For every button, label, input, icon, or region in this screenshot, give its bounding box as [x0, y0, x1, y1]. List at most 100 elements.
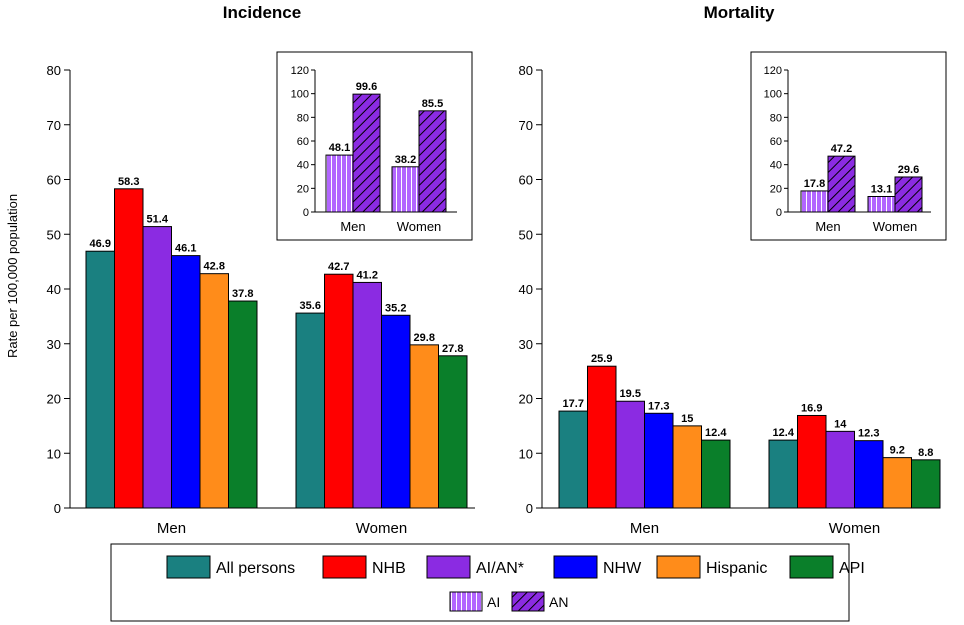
legend-label-an: AN — [549, 594, 568, 610]
bar-men-nhw — [171, 255, 201, 509]
legend-label-nhw: NHW — [603, 560, 642, 577]
inset-bar-men-an — [352, 93, 381, 213]
data-label-men-nhw: 46.1 — [175, 243, 196, 255]
legend: All persons NHB AI/AN* NHW Hispanic API AI AN — [110, 543, 865, 622]
data-label-women-ai-an: 41.2 — [357, 269, 378, 281]
bar-women-all-persons — [295, 312, 325, 509]
inset-y-tick-label: 60 — [297, 136, 309, 148]
legend-swatch-nhw — [553, 555, 598, 579]
inset-bar-men-an — [827, 155, 856, 213]
bar-women-api — [438, 355, 468, 509]
legend-main-items: All persons NHB AI/AN* NHW Hispanic API — [166, 555, 865, 579]
bar-women-nhb — [324, 273, 354, 509]
bar-women-ai-an — [352, 281, 382, 509]
y-tick-label: 30 — [47, 337, 61, 352]
data-label-men-nhw: 17.3 — [648, 400, 669, 412]
inset-y-tick-label: 120 — [291, 65, 309, 77]
data-label-men-hispanic: 15 — [681, 413, 693, 425]
bar-men-nhb — [587, 365, 617, 509]
y-tick-label: 60 — [519, 173, 533, 188]
legend-label-api: API — [839, 560, 865, 577]
incidence-axes: 0 10 20 30 40 50 60 70 80 — [47, 63, 475, 516]
y-axis-label: Rate per 100,000 population — [5, 194, 20, 358]
data-label-men-ai-an: 51.4 — [147, 214, 169, 226]
bar-women-nhw — [854, 440, 884, 509]
y-tick-label: 40 — [47, 282, 61, 297]
legend-label-ai-an: AI/AN* — [476, 560, 524, 577]
y-tick-label: 30 — [519, 337, 533, 352]
data-label-women-all-persons: 12.4 — [773, 427, 795, 439]
data-label-women-hispanic: 29.8 — [414, 332, 435, 344]
bar-women-nhb — [797, 414, 827, 509]
incidence-title: Incidence — [223, 3, 301, 22]
inset-data-label-women-an: 85.5 — [422, 98, 443, 110]
inset-y-tick-label: 40 — [770, 160, 782, 172]
data-label-men-api: 37.8 — [232, 288, 253, 300]
incidence-panel: Incidence Rate per 100,000 population 0 1… — [5, 3, 475, 537]
incidence-inset: 0 20 40 60 80 100 120 48.1 99.6 Men 38.2 85.5 Women — [276, 51, 473, 241]
data-label-women-nhw: 12.3 — [858, 428, 879, 440]
bar-men-api — [228, 300, 258, 509]
data-label-men-all-persons: 17.7 — [563, 398, 584, 410]
data-label-men-hispanic: 42.8 — [204, 261, 225, 273]
bar-men-nhb — [114, 188, 144, 509]
inset-x-category-men: Men — [815, 219, 840, 234]
inset-y-tick-label: 40 — [297, 160, 309, 172]
legend-label-all-persons: All persons — [216, 560, 295, 577]
inset-y-tick-label: 120 — [764, 65, 782, 77]
mortality-panel: Mortality 0 10 20 30 40 50 60 70 80 17.7 25.9 19.5… — [519, 3, 947, 537]
bar-men-all-persons — [558, 410, 588, 509]
mortality-bars: 17.7 25.9 19.5 17.3 15 12.4 Men 12.4 16.9 14 12.3 9… — [558, 353, 941, 537]
inset-y-tick-label: 100 — [291, 89, 309, 101]
y-tick-label: 20 — [47, 392, 61, 407]
bar-women-ai-an — [825, 430, 855, 509]
inset-x-category-women: Women — [397, 219, 442, 234]
mortality-axes: 0 10 20 30 40 50 60 70 80 — [519, 63, 935, 516]
bar-women-hispanic — [882, 457, 912, 509]
legend-swatch-all-persons — [166, 555, 211, 579]
y-tick-label: 0 — [526, 501, 533, 516]
inset-data-label-men-an: 99.6 — [356, 81, 377, 93]
legend-label-hispanic: Hispanic — [706, 560, 767, 577]
y-tick-label: 20 — [519, 392, 533, 407]
x-category-men: Men — [157, 520, 186, 537]
bar-men-hispanic — [199, 273, 229, 509]
bar-women-nhw — [381, 314, 411, 509]
legend-label-ai: AI — [487, 594, 500, 610]
data-label-women-nhb: 16.9 — [801, 402, 822, 414]
inset-bar-women-an — [894, 176, 923, 213]
bar-men-ai-an — [142, 226, 172, 509]
data-label-women-all-persons: 35.6 — [300, 300, 321, 312]
legend-label-nhb: NHB — [372, 560, 406, 577]
inset-data-label-women-ai: 38.2 — [395, 154, 416, 166]
inset-y-tick-label: 0 — [303, 207, 309, 219]
data-label-women-api: 27.8 — [442, 343, 463, 355]
inset-bar-women-an — [418, 110, 447, 213]
y-tick-label: 10 — [519, 446, 533, 461]
x-category-women: Women — [829, 520, 880, 537]
legend-swatch-hispanic — [656, 555, 701, 579]
data-label-men-nhb: 58.3 — [118, 176, 139, 188]
inset-data-label-men-ai: 17.8 — [804, 178, 825, 190]
data-label-men-ai-an: 19.5 — [620, 388, 641, 400]
inset-data-label-men-ai: 48.1 — [329, 142, 350, 154]
bar-men-all-persons — [85, 250, 115, 509]
y-tick-label: 80 — [47, 63, 61, 78]
bar-women-api — [911, 459, 941, 509]
inset-y-tick-label: 20 — [770, 183, 782, 195]
y-tick-label: 50 — [47, 227, 61, 242]
data-label-women-nhb: 42.7 — [328, 261, 349, 273]
bar-men-nhw — [644, 412, 674, 509]
legend-inset-items: AI AN — [449, 591, 568, 612]
legend-swatch-ai-an — [426, 555, 471, 579]
data-label-women-nhw: 35.2 — [385, 302, 406, 314]
inset-y-tick-label: 0 — [776, 207, 782, 219]
inset-data-label-women-ai: 13.1 — [871, 183, 892, 195]
legend-swatch-api — [789, 555, 834, 579]
y-tick-label: 70 — [519, 118, 533, 133]
data-label-women-api: 8.8 — [918, 447, 933, 459]
inset-y-tick-label: 20 — [297, 183, 309, 195]
inset-bar-men-ai — [325, 154, 354, 213]
inset-x-category-men: Men — [340, 219, 365, 234]
